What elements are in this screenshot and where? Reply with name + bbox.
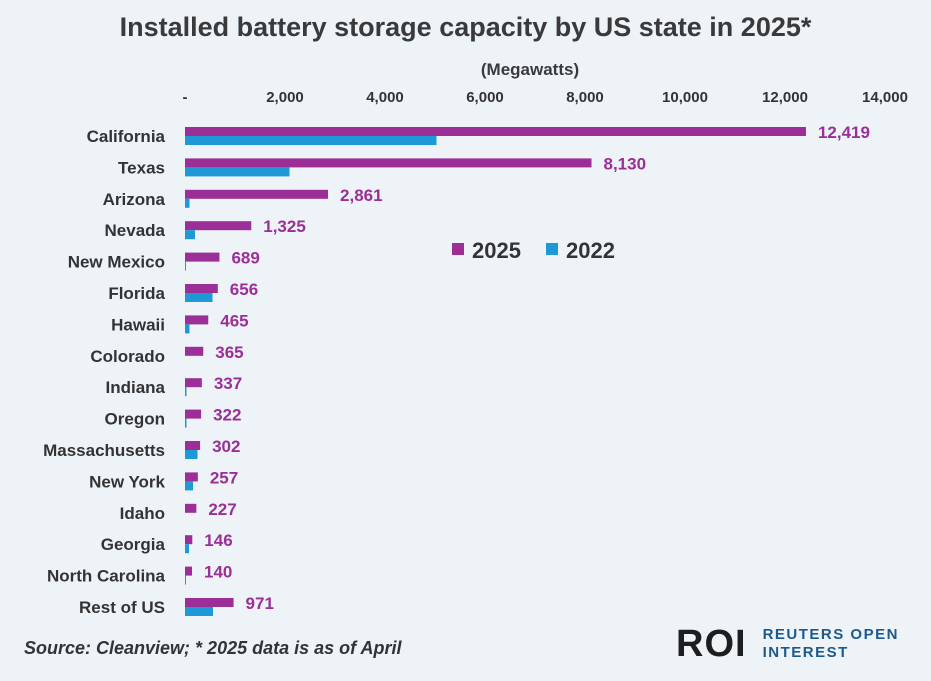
bar-2025 <box>185 409 202 419</box>
data-label-2025: 689 <box>231 249 259 268</box>
data-label-2025: 2,861 <box>340 186 383 205</box>
category-label: Florida <box>108 284 165 303</box>
legend-label-2025: 2025 <box>472 238 521 263</box>
x-tick-label: 14,000 <box>862 89 908 106</box>
bar-2022 <box>185 418 187 428</box>
source-note: Source: Cleanview; * 2025 data is as of … <box>24 638 402 658</box>
chart-subtitle: (Megawatts) <box>480 60 580 79</box>
chart-title: Installed battery storage capacity by US… <box>119 12 812 42</box>
bar-2025 <box>185 127 806 136</box>
bar-2025 <box>185 315 209 325</box>
x-tick-label: 10,000 <box>662 89 708 106</box>
category-label: California <box>87 127 166 146</box>
bar-2022 <box>185 261 186 271</box>
data-label-2025: 140 <box>204 563 232 582</box>
data-label-2025: 656 <box>230 280 258 299</box>
x-axis: - 2,000 4,000 6,000 8,000 10,000 12,000 14,000 <box>183 89 908 106</box>
category-label: New Mexico <box>68 253 165 272</box>
category-label: Oregon <box>105 410 165 429</box>
bar-2025 <box>185 346 204 356</box>
bar-2022 <box>185 293 213 302</box>
bar-2022 <box>185 544 189 554</box>
logo-line-2: INTEREST <box>762 644 849 661</box>
category-label: Hawaii <box>111 315 165 334</box>
bar-2025 <box>185 189 329 199</box>
bar-2022 <box>185 230 195 240</box>
data-label-2025: 8,130 <box>604 154 647 173</box>
category-label: North Carolina <box>47 567 166 586</box>
bar-2025 <box>185 503 197 513</box>
category-label: Nevada <box>105 221 166 240</box>
data-label-2025: 257 <box>210 468 238 487</box>
data-label-2025: 322 <box>213 406 241 425</box>
legend-label-2022: 2022 <box>566 238 615 263</box>
x-tick-label: 12,000 <box>762 89 808 106</box>
category-axis: California Texas Arizona Nevada New Mexico Fl… <box>43 127 165 617</box>
legend: 2025 2022 <box>452 238 615 263</box>
category-label: Idaho <box>120 504 165 523</box>
reuters-open-interest-logo: ROI REUTERS OPEN INTEREST <box>676 625 899 663</box>
data-label-2025: 227 <box>208 500 236 519</box>
data-label-2025: 971 <box>246 594 274 613</box>
category-label: Georgia <box>101 535 166 554</box>
logo-mark: ROI <box>676 623 747 665</box>
bar-2025 <box>185 158 592 168</box>
bar-2025 <box>185 472 198 482</box>
legend-swatch-2025 <box>452 243 464 255</box>
data-label-2025: 302 <box>212 437 240 456</box>
category-label: Texas <box>118 158 165 177</box>
bar-2022 <box>185 450 198 459</box>
category-label: Massachusetts <box>43 441 165 460</box>
bar-2025 <box>185 441 201 450</box>
bar-2022 <box>185 575 186 585</box>
data-label-2025: 1,325 <box>263 217 306 236</box>
category-label: Colorado <box>90 347 165 366</box>
bar-2025 <box>185 221 252 231</box>
category-label: Indiana <box>105 378 165 397</box>
x-tick-label: 6,000 <box>466 89 504 106</box>
logo-text: REUTERS OPEN INTEREST <box>763 626 899 662</box>
bar-2025 <box>185 378 202 388</box>
data-label-2025: 365 <box>215 343 243 362</box>
category-label: Rest of US <box>79 598 165 617</box>
bar-2025 <box>185 284 218 293</box>
x-tick-label: - <box>183 89 188 106</box>
logo-line-1: REUTERS OPEN <box>762 626 899 643</box>
x-tick-label: 2,000 <box>266 89 304 106</box>
bar-2022 <box>185 198 190 208</box>
bar-2025 <box>185 566 192 576</box>
bar-2025 <box>185 252 220 262</box>
data-label-2025: 465 <box>220 311 248 330</box>
category-label: New York <box>89 472 165 491</box>
bar-2022 <box>185 481 193 491</box>
bar-2022 <box>185 167 290 177</box>
data-label-2025: 337 <box>214 374 242 393</box>
bar-2025 <box>185 535 193 545</box>
bar-2022 <box>185 136 437 145</box>
data-label-2025: 146 <box>204 531 232 550</box>
bar-2022 <box>185 607 213 616</box>
x-tick-label: 8,000 <box>566 89 604 106</box>
legend-swatch-2022 <box>546 243 558 255</box>
bar-2022 <box>185 387 187 397</box>
bar-2022 <box>185 324 190 334</box>
x-tick-label: 4,000 <box>366 89 404 106</box>
bar-2025 <box>185 598 234 607</box>
data-label-2025: 12,419 <box>818 123 870 142</box>
category-label: Arizona <box>103 190 166 209</box>
